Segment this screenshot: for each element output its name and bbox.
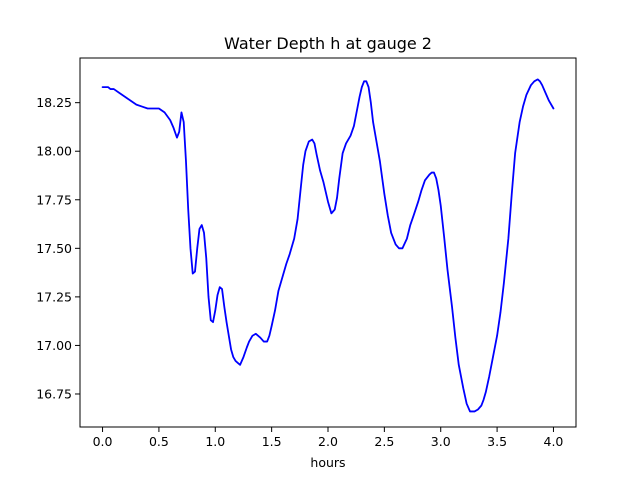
x-tick-label: 3.5 [487,434,507,449]
series-line-0 [101,78,555,413]
plot-frame [79,57,577,428]
x-tick-label: 0.0 [93,434,113,449]
plot-layer [101,78,555,413]
y-tick-label: 18.25 [36,95,72,110]
x-ticks: 0.0 0.5 1.0 1.5 2.0 2.5 3.0 3.5 4.0 [93,427,564,449]
x-tick-label: 0.5 [149,434,169,449]
x-tick-label: 1.5 [262,434,282,449]
x-tick-label: 1.0 [205,434,225,449]
y-tick-label: 16.75 [36,386,72,401]
x-tick-label: 2.0 [318,434,338,449]
y-tick-label: 18.00 [36,144,72,159]
y-tick-label: 17.25 [36,289,72,304]
x-tick-label: 4.0 [544,434,564,449]
x-axis-label: hours [310,455,345,470]
y-ticks: 16.75 17.00 17.25 17.50 17.75 18.00 18.25 [36,95,80,401]
y-tick-label: 17.00 [36,338,72,353]
chart-title: Water Depth h at gauge 2 [224,34,432,53]
y-tick-label: 17.50 [36,241,72,256]
x-tick-label: 2.5 [374,434,394,449]
x-tick-label: 3.0 [431,434,451,449]
y-tick-label: 17.75 [36,192,72,207]
